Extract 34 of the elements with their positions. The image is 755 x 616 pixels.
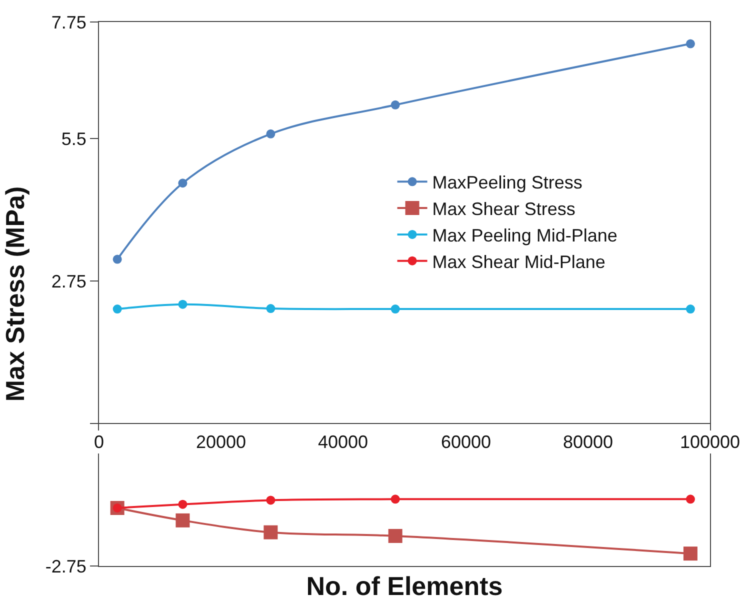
x-axis-title: No. of Elements bbox=[306, 571, 503, 602]
point bbox=[266, 496, 276, 505]
point bbox=[112, 304, 122, 314]
legend-label: Max Peeling Mid-Plane bbox=[432, 225, 618, 246]
point bbox=[686, 39, 695, 48]
point bbox=[683, 546, 698, 561]
legend-label: Max Shear Stress bbox=[432, 199, 576, 220]
point bbox=[264, 525, 278, 540]
point bbox=[178, 178, 188, 188]
point bbox=[112, 254, 122, 264]
point bbox=[178, 300, 188, 309]
point bbox=[686, 494, 695, 504]
point bbox=[686, 304, 695, 314]
point bbox=[176, 513, 190, 528]
y-tick-label: 5.5 bbox=[61, 128, 86, 149]
x-tick-label: 100000 bbox=[680, 432, 740, 452]
point bbox=[390, 304, 400, 314]
x-tick-label: 20000 bbox=[196, 432, 246, 452]
y-tick-label: -2.75 bbox=[45, 556, 86, 576]
legend-label: MaxPeeling Stress bbox=[432, 172, 582, 193]
point bbox=[266, 129, 276, 138]
x-tick-label: 60000 bbox=[441, 432, 492, 452]
point bbox=[390, 100, 400, 110]
y-tick-label: 7.75 bbox=[51, 12, 86, 32]
point bbox=[266, 304, 276, 314]
x-tick-label: 80000 bbox=[563, 432, 614, 452]
x-tick-label: 40000 bbox=[318, 432, 368, 452]
y-axis-title: Max Stress (MPa) bbox=[0, 186, 30, 402]
y-tick-label: 2.75 bbox=[51, 271, 86, 292]
point bbox=[178, 500, 188, 509]
point bbox=[388, 528, 402, 543]
legend-label: Max Shear Mid-Plane bbox=[432, 252, 606, 272]
x-tick-label: 0 bbox=[94, 432, 104, 452]
point bbox=[390, 494, 400, 504]
